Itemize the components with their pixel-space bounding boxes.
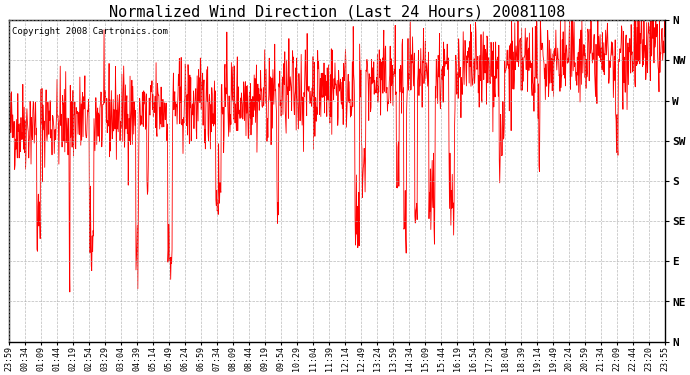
Title: Normalized Wind Direction (Last 24 Hours) 20081108: Normalized Wind Direction (Last 24 Hours…: [109, 4, 565, 19]
Text: Copyright 2008 Cartronics.com: Copyright 2008 Cartronics.com: [12, 27, 168, 36]
